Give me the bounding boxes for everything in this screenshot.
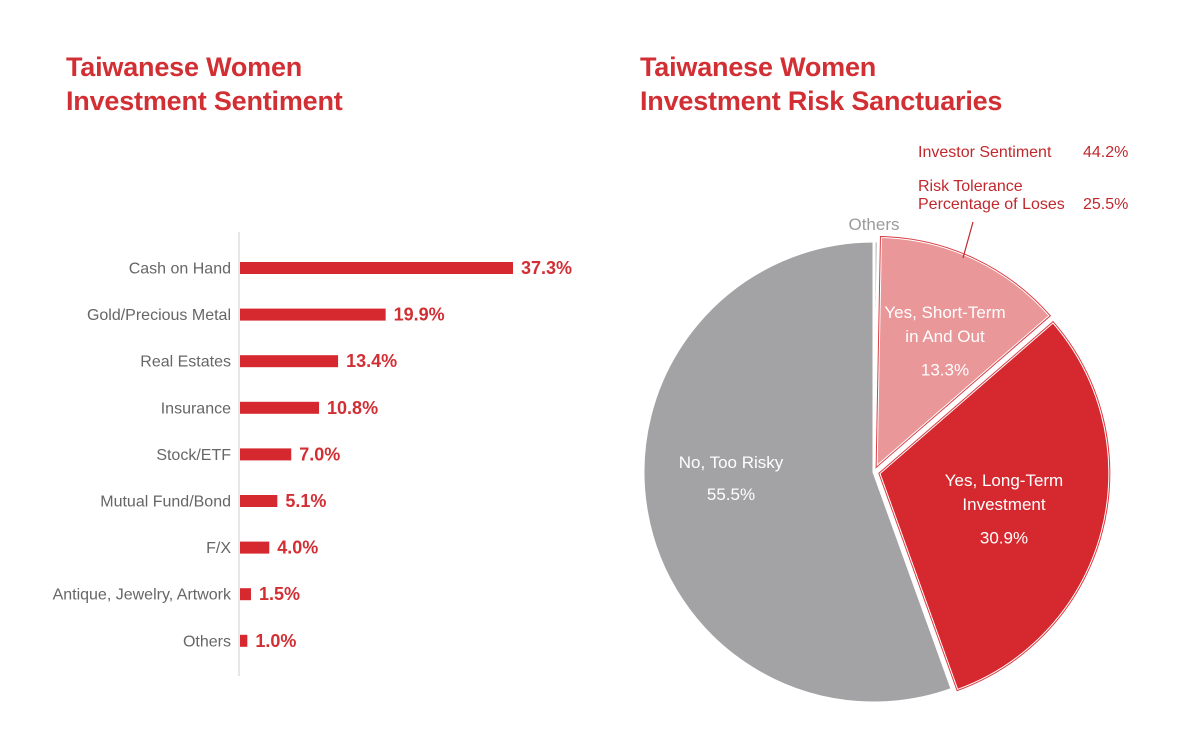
- value-label-antique-jewelry-artwork: 1.5%: [259, 584, 300, 604]
- pie-value-yes-short-term-in-and-out-2: 13.3%: [921, 361, 969, 380]
- category-label-f-x: F/X: [206, 540, 231, 557]
- pie-label-yes-short-term-in-and-out-1: in And Out: [905, 327, 985, 346]
- category-label-real-estates: Real Estates: [140, 354, 231, 371]
- annotation-leader-line: [962, 221, 974, 259]
- pie-slice-yes-short-term-in-and-out: [874, 234, 1053, 471]
- annotation-risk-tolerance-label-2: Percentage of Loses: [918, 196, 1065, 213]
- investment-sentiment-bar-chart: Cash on Hand 37.3% Gold/Precious Metal 19.9…: [53, 232, 572, 676]
- pie-value-no-too-risky-1: 55.5%: [707, 485, 755, 504]
- category-label-others: Others: [183, 633, 231, 650]
- value-label-insurance: 10.8%: [327, 398, 378, 418]
- pie-slice-outline-yes-long-term-investment: [878, 320, 1111, 692]
- category-label-mutual-fund-bond: Mutual Fund/Bond: [100, 494, 231, 511]
- value-label-stock-etf: 7.0%: [299, 444, 340, 464]
- pie-label-others: Others: [848, 215, 899, 234]
- pie-slice-others: [872, 239, 880, 473]
- bar-insurance: [240, 401, 320, 414]
- pie-label-no-too-risky-0: No, Too Risky: [679, 453, 784, 472]
- value-label-f-x: 4.0%: [277, 538, 318, 558]
- pie-label-yes-short-term-in-and-out-0: Yes, Short-Term: [884, 303, 1005, 322]
- value-label-mutual-fund-bond: 5.1%: [285, 491, 326, 511]
- pie-slice-outline-yes-short-term-in-and-out: [875, 236, 1052, 469]
- category-label-stock-etf: Stock/ETF: [156, 447, 231, 464]
- pie-slice-yes-long-term-investment: [877, 319, 1112, 693]
- annotation-investor-sentiment-label: Investor Sentiment: [918, 144, 1052, 161]
- bar-chart-title-line-1: Taiwanese Women: [66, 52, 303, 82]
- bar-chart-title-line-2: Investment Sentiment: [66, 86, 343, 116]
- pie-chart-title: Taiwanese Women Investment Risk Sanctuar…: [640, 50, 1002, 118]
- annotation-risk-tolerance-label-1: Risk Tolerance: [918, 178, 1023, 195]
- category-label-insurance: Insurance: [161, 400, 231, 417]
- bar-real-estates: [240, 355, 339, 368]
- pie-label-yes-long-term-investment-1: Investment: [962, 495, 1045, 514]
- pie-chart-title-line-1: Taiwanese Women: [640, 52, 877, 82]
- pie-slice-no-too-risky: [641, 239, 955, 705]
- annotation-risk-tolerance-value: 25.5%: [1083, 196, 1128, 213]
- annotation-investor-sentiment-value: 44.2%: [1083, 144, 1128, 161]
- category-label-gold-precious-metal: Gold/Precious Metal: [87, 307, 231, 324]
- value-label-cash-on-hand: 37.3%: [521, 258, 572, 278]
- bar-cash-on-hand: [240, 262, 513, 274]
- value-label-gold-precious-metal: 19.9%: [394, 305, 445, 325]
- bar-stock-etf: [240, 448, 292, 461]
- category-label-antique-jewelry-artwork: Antique, Jewelry, Artwork: [53, 587, 232, 604]
- value-label-real-estates: 13.4%: [346, 351, 397, 371]
- bar-antique-jewelry-artwork: [240, 588, 251, 601]
- bar-mutual-fund-bond: [240, 495, 278, 507]
- pie-chart-title-line-2: Investment Risk Sanctuaries: [640, 86, 1003, 116]
- category-label-cash-on-hand: Cash on Hand: [129, 261, 231, 278]
- bar-f-x: [240, 541, 270, 554]
- bar-gold-precious-metal: [240, 308, 386, 321]
- bar-others: [240, 634, 248, 647]
- pie-label-yes-long-term-investment-0: Yes, Long-Term: [945, 471, 1063, 490]
- pie-value-yes-long-term-investment-2: 30.9%: [980, 529, 1028, 548]
- value-label-others: 1.0%: [255, 631, 296, 651]
- bar-chart-title: Taiwanese Women Investment Sentiment: [66, 50, 343, 118]
